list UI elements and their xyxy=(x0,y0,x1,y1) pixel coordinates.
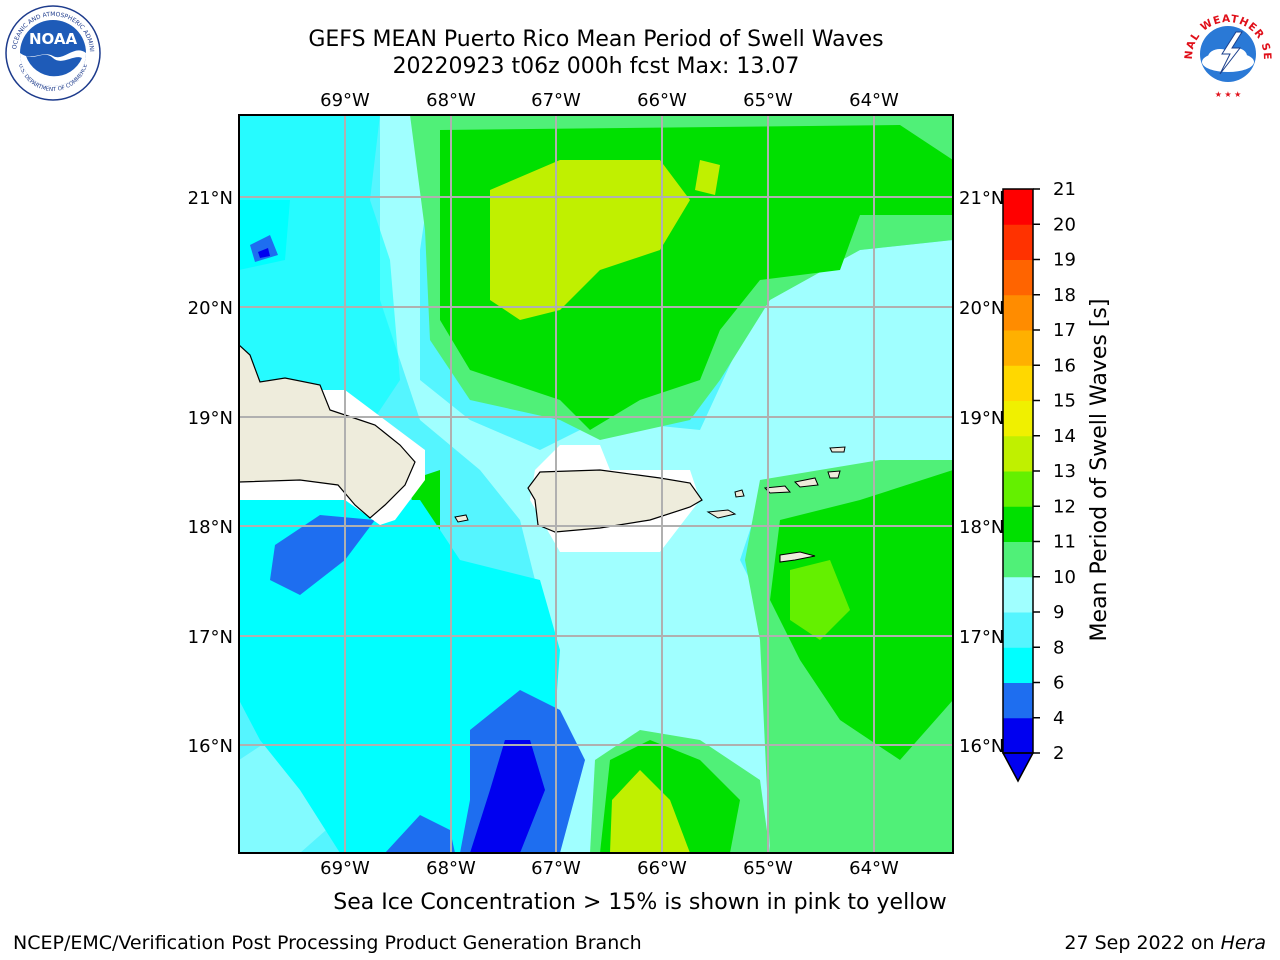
lat-label: 16°N xyxy=(959,736,1004,757)
colorbar-segment xyxy=(1003,541,1033,578)
colorbar-segment xyxy=(1003,224,1033,260)
lat-label: 16°N xyxy=(188,736,233,757)
lat-labels-left: 21°N 20°N 19°N 18°N 17°N 16°N xyxy=(188,188,233,757)
colorbar-segment xyxy=(1003,647,1033,683)
colorbar: 2 4 6 8 9 10 11 12 13 14 15 16 17 18 19 20 21 xyxy=(1001,179,1076,783)
colorbar-segment xyxy=(1003,400,1033,437)
sea-ice-note: Sea Ice Concentration > 15% is shown in … xyxy=(333,890,947,915)
lon-labels-top: 69°W 68°W 67°W 66°W 65°W 64°W xyxy=(320,90,899,111)
lat-label: 18°N xyxy=(188,517,233,538)
map-title: GEFS MEAN Puerto Rico Mean Period of Swe… xyxy=(308,27,884,52)
colorbar-tick-label: 9 xyxy=(1053,602,1064,623)
lon-label: 69°W xyxy=(320,90,370,111)
map-subtitle: 20220923 t06z 000h fcst Max: 13.07 xyxy=(392,54,800,79)
lon-label: 64°W xyxy=(849,858,899,879)
colorbar-tick-label: 19 xyxy=(1053,250,1076,271)
lat-label: 18°N xyxy=(959,517,1004,538)
colorbar-segment xyxy=(1003,682,1033,719)
colorbar-segment xyxy=(1003,471,1033,507)
nws-logo: NATIONAL WEATHER SERVICE ★ ★ ★ xyxy=(1178,2,1276,100)
svg-text:NOAA: NOAA xyxy=(29,30,78,48)
colorbar-segment xyxy=(1003,330,1033,366)
lat-label: 21°N xyxy=(188,188,233,209)
colorbar-tick-label: 13 xyxy=(1053,461,1076,482)
graticule xyxy=(239,115,953,853)
lon-label: 67°W xyxy=(531,90,581,111)
colorbar-title: Mean Period of Swell Waves [s] xyxy=(1087,299,1112,642)
lon-label: 68°W xyxy=(426,90,476,111)
colorbar-tick-label: 14 xyxy=(1053,426,1076,447)
colorbar-segment xyxy=(1003,435,1033,472)
colorbar-extend-min xyxy=(1001,752,1035,783)
map-frame xyxy=(238,114,954,854)
colorbar-tick-label: 16 xyxy=(1053,355,1076,376)
colorbar-tick-label: 4 xyxy=(1053,708,1064,729)
lon-label: 65°W xyxy=(743,858,793,879)
colorbar-segment xyxy=(1003,576,1033,613)
colorbar-tick-label: 18 xyxy=(1053,285,1076,306)
noaa-logo: NATIONAL OCEANIC AND ATMOSPHERIC ADMINIS… xyxy=(4,4,101,101)
lon-labels-bottom: 69°W 68°W 67°W 66°W 65°W 64°W xyxy=(320,858,899,879)
footer-credit: NCEP/EMC/Verification Post Processing Pr… xyxy=(13,932,642,954)
colorbar-segment xyxy=(1003,612,1033,648)
colorbar-segment xyxy=(1003,294,1033,331)
lon-label: 67°W xyxy=(531,858,581,879)
colorbar-tick-label: 6 xyxy=(1053,673,1064,694)
lat-label: 17°N xyxy=(188,627,233,648)
lat-label: 17°N xyxy=(959,627,1004,648)
lat-label: 20°N xyxy=(188,298,233,319)
lat-labels-right: 21°N 20°N 19°N 18°N 17°N 16°N xyxy=(959,188,1004,757)
footer-date: 27 Sep 2022 on Hera xyxy=(1064,932,1266,954)
lon-label: 68°W xyxy=(426,858,476,879)
footer-date-text: 27 Sep 2022 on xyxy=(1064,932,1221,954)
colorbar-segment xyxy=(1003,365,1033,401)
colorbar-tick-label: 20 xyxy=(1053,214,1076,235)
colorbar-tick-label: 15 xyxy=(1053,391,1076,412)
colorbar-tick-label: 17 xyxy=(1053,320,1076,341)
colorbar-tick-label: 8 xyxy=(1053,637,1064,658)
colorbar-tick-label: 12 xyxy=(1053,496,1076,517)
lon-label: 65°W xyxy=(743,90,793,111)
colorbar-tick-label: 10 xyxy=(1053,567,1076,588)
colorbar-segment xyxy=(1003,189,1033,225)
lat-label: 19°N xyxy=(188,408,233,429)
lat-label: 19°N xyxy=(959,408,1004,429)
lat-label: 20°N xyxy=(959,298,1004,319)
footer-host: Hera xyxy=(1220,932,1266,954)
colorbar-segment xyxy=(1003,259,1033,296)
lat-label: 21°N xyxy=(959,188,1004,209)
colorbar-segment xyxy=(1003,506,1033,542)
colorbar-tick-label: 11 xyxy=(1053,532,1076,553)
colorbar-tick-label: 21 xyxy=(1053,179,1076,200)
svg-text:★ ★ ★: ★ ★ ★ xyxy=(1215,90,1242,99)
colorbar-tick-label: 2 xyxy=(1053,743,1064,764)
colorbar-segment xyxy=(1003,717,1033,754)
lon-label: 69°W xyxy=(320,858,370,879)
lon-label: 66°W xyxy=(637,90,687,111)
lon-label: 64°W xyxy=(849,90,899,111)
lon-label: 66°W xyxy=(637,858,687,879)
